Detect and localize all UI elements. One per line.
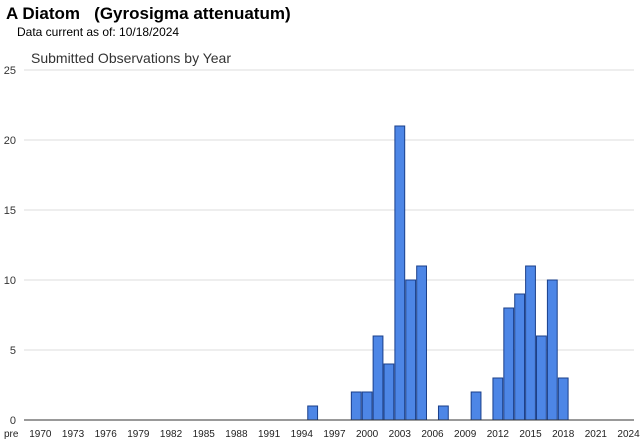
bar-2012: [492, 377, 504, 421]
y-axis-ticks: 0 5 10 15 20 25: [4, 65, 16, 427]
bar-2018: [557, 377, 569, 421]
bar-2004: [405, 279, 417, 421]
x-tick-label-1988: 1988: [225, 429, 248, 440]
x-tick-label-2009: 2009: [454, 429, 477, 440]
bar-2002: [383, 363, 395, 421]
bar-2015: [525, 265, 536, 421]
bar-2000: [361, 391, 373, 421]
bar-2016: [536, 335, 547, 421]
bar-2003: [394, 125, 406, 421]
x-tick-label-2012: 2012: [487, 429, 510, 440]
chart-bars: [307, 125, 569, 421]
bar-2001: [372, 335, 384, 421]
bar-2014: [514, 293, 526, 421]
x-tick-label-1997: 1997: [323, 429, 346, 440]
x-tick-label-2000: 2000: [356, 429, 379, 440]
x-tick-label-1973: 1973: [62, 429, 85, 440]
x-tick-label-1994: 1994: [291, 429, 314, 440]
data-date-subtitle: Data current as of: 10/18/2024: [17, 25, 180, 39]
x-tick-label-pre: pre: [4, 429, 19, 440]
bar-1995: [307, 405, 319, 421]
x-tick-label-1976: 1976: [95, 429, 118, 440]
y-tick-label-10: 10: [4, 275, 16, 287]
y-tick-label-25: 25: [4, 65, 16, 77]
y-tick-label-20: 20: [4, 135, 16, 147]
x-tick-label-2018: 2018: [552, 429, 575, 440]
bar-2007: [437, 405, 449, 421]
bar-2017: [546, 279, 558, 421]
x-tick-label-1979: 1979: [127, 429, 150, 440]
x-tick-label-1970: 1970: [29, 429, 52, 440]
bar-2013: [503, 307, 515, 421]
bar-2010: [470, 391, 482, 421]
y-tick-label-0: 0: [10, 415, 16, 427]
chart-title: Submitted Observations by Year: [31, 50, 231, 66]
y-tick-label-5: 5: [10, 345, 16, 357]
x-tick-label-2021: 2021: [585, 429, 608, 440]
bar-1999: [350, 391, 362, 421]
x-tick-label-1991: 1991: [258, 429, 281, 440]
x-tick-label-1985: 1985: [193, 429, 216, 440]
x-tick-label-2006: 2006: [421, 429, 444, 440]
x-axis-ticks: pre 1970 1973 1976 1979 1982 1985 1988 1991 1994 1…: [4, 429, 640, 440]
page-title: A Diatom (Gyrosigma attenuatum): [6, 4, 291, 23]
y-tick-label-15: 15: [4, 205, 16, 217]
bar-2005: [416, 265, 427, 421]
x-tick-label-2024: 2024: [617, 429, 640, 440]
x-tick-label-2003: 2003: [389, 429, 412, 440]
chart-gridlines: [24, 69, 634, 351]
x-tick-label-1982: 1982: [160, 429, 183, 440]
x-tick-label-2015: 2015: [519, 429, 542, 440]
